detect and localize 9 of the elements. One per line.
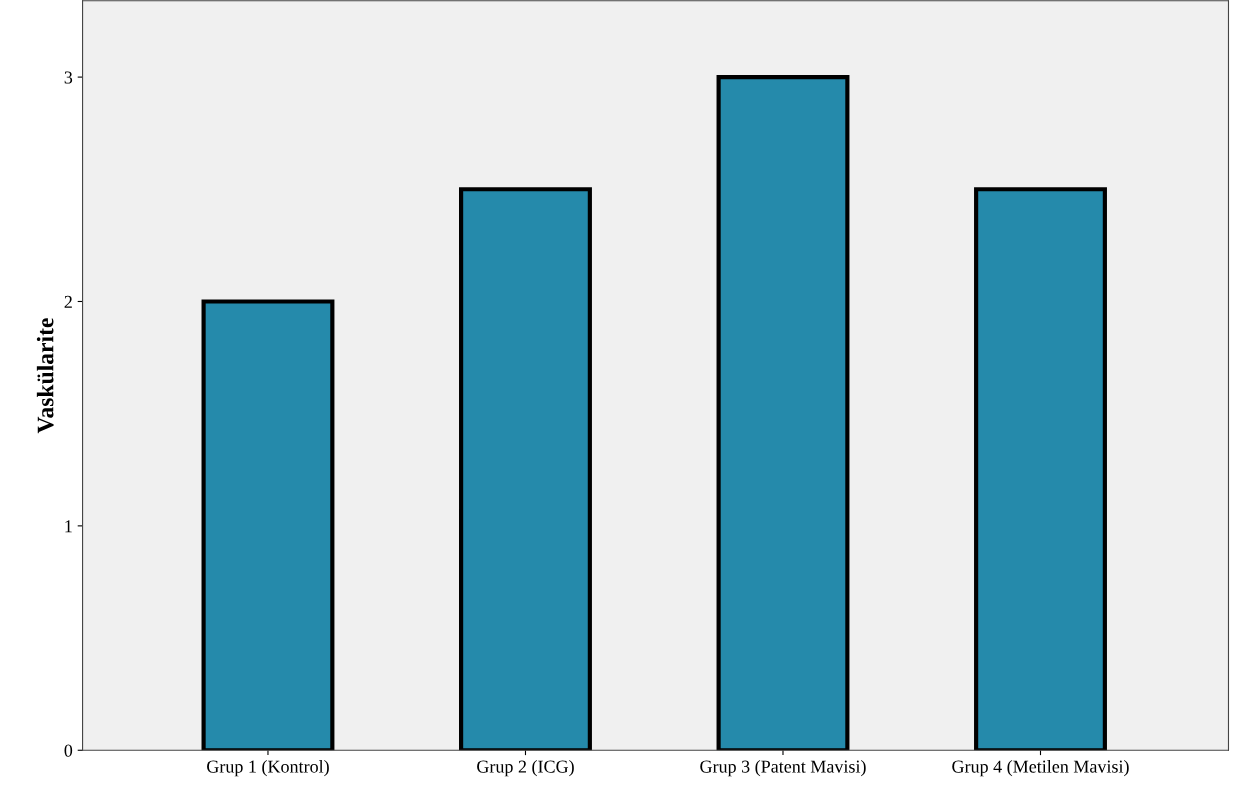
x-tick-label: Grup 2 (ICG) — [477, 759, 574, 777]
y-tick-label: 0 — [64, 744, 73, 757]
y-tick-label: 3 — [64, 71, 73, 84]
y-axis-title: Vaskülarite — [36, 318, 54, 434]
x-tick-label: Grup 1 (Kontrol) — [207, 759, 329, 777]
y-tick-label: 2 — [64, 295, 72, 308]
y-tick-label: 1 — [65, 520, 72, 533]
x-tick-label: Grup 3 (Patent Mavisi) — [700, 759, 866, 777]
x-tick-label: Grup 4 (Metilen Mavisi) — [952, 759, 1129, 777]
